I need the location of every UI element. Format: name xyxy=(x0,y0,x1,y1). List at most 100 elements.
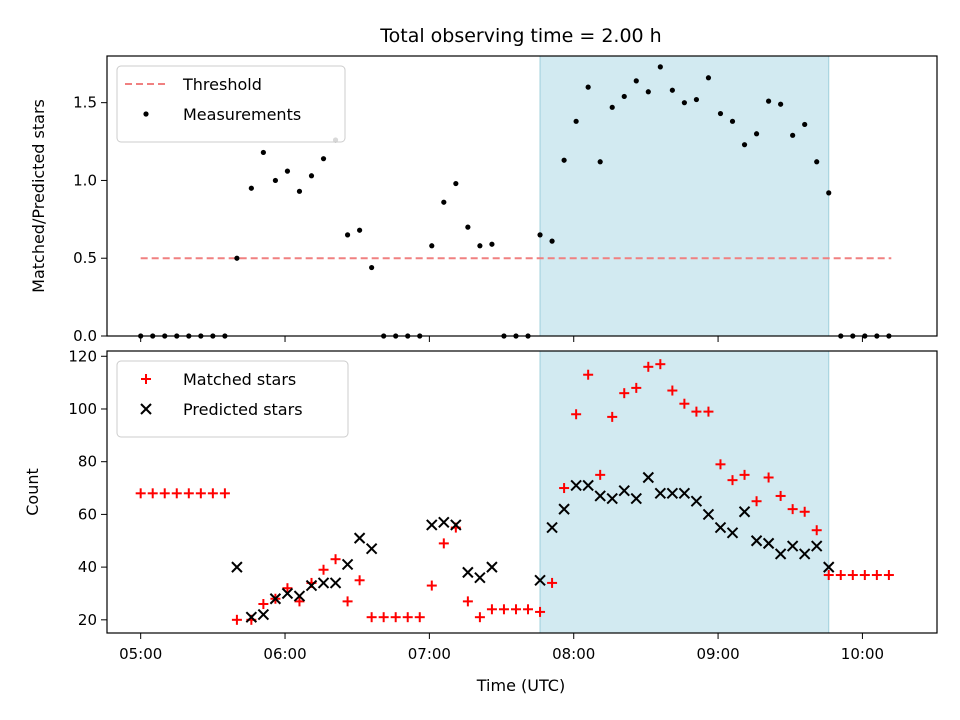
data-point xyxy=(281,587,294,600)
x-stroke xyxy=(462,566,474,579)
y-tick-label: 1.0 xyxy=(73,171,97,189)
data-point xyxy=(607,411,618,422)
data-point xyxy=(294,596,305,607)
y-tick-label: 60 xyxy=(78,505,97,523)
data-point xyxy=(159,488,170,499)
data-point xyxy=(798,548,811,560)
x-stroke xyxy=(570,479,582,492)
data-point xyxy=(655,359,666,370)
x-stroke xyxy=(823,561,835,573)
y-axis-title: Matched/Predicted stars xyxy=(29,99,48,293)
data-point xyxy=(847,570,858,581)
data-point xyxy=(787,504,798,515)
y-tick-label: 120 xyxy=(68,347,97,365)
x-stroke xyxy=(714,521,727,534)
x-stroke xyxy=(305,579,318,592)
x-stroke xyxy=(140,403,152,415)
data-point xyxy=(546,521,558,534)
legend-marker-swatch xyxy=(143,111,149,117)
data-point xyxy=(618,484,630,497)
observing-window-shade xyxy=(539,55,830,337)
data-point xyxy=(329,577,342,589)
x-stroke xyxy=(654,487,667,500)
x-stroke xyxy=(702,508,715,521)
x-stroke xyxy=(666,487,679,500)
data-point xyxy=(272,177,279,184)
x-stroke xyxy=(786,540,799,552)
data-point xyxy=(631,382,642,393)
x-stroke xyxy=(558,503,570,515)
data-point xyxy=(774,548,787,560)
x-axis-title: Time (UTC) xyxy=(476,676,565,695)
data-point xyxy=(365,542,378,555)
data-point xyxy=(741,142,748,148)
x-stroke xyxy=(438,516,450,529)
data-point xyxy=(717,110,724,117)
data-point xyxy=(739,469,750,480)
legend-box xyxy=(116,65,346,143)
data-point xyxy=(786,540,799,552)
data-point xyxy=(135,488,146,499)
x-stroke xyxy=(231,561,243,573)
data-point xyxy=(585,84,591,90)
data-point xyxy=(693,96,700,103)
x-stroke xyxy=(726,527,739,539)
data-point xyxy=(260,149,266,156)
x-stroke xyxy=(546,521,558,534)
x-stroke xyxy=(281,587,294,600)
data-point xyxy=(705,75,712,81)
data-point xyxy=(257,608,270,621)
data-point xyxy=(231,561,243,573)
x-stroke xyxy=(750,535,763,547)
data-point xyxy=(573,118,579,124)
data-point xyxy=(183,488,194,499)
data-point xyxy=(426,519,438,531)
x-stroke xyxy=(450,519,462,531)
x-stroke xyxy=(618,484,630,497)
data-point xyxy=(778,101,784,107)
data-point xyxy=(726,527,739,539)
x-stroke xyxy=(426,519,438,531)
data-point xyxy=(645,89,651,95)
data-point xyxy=(293,590,306,602)
data-point xyxy=(558,503,570,515)
data-point xyxy=(583,369,594,380)
data-point xyxy=(426,580,437,591)
data-point xyxy=(633,78,639,84)
data-point xyxy=(284,168,291,174)
data-point xyxy=(231,614,242,625)
data-point xyxy=(654,487,667,500)
data-point xyxy=(534,574,546,586)
data-point xyxy=(823,570,834,581)
data-point xyxy=(341,558,354,571)
data-point xyxy=(477,243,483,249)
x-stroke xyxy=(811,540,823,552)
axes-frame xyxy=(106,350,938,634)
data-point xyxy=(258,599,269,610)
x-stroke xyxy=(353,532,366,544)
legend: Matched stars Predicted stars xyxy=(116,360,349,438)
data-point xyxy=(474,612,485,623)
data-point xyxy=(679,398,690,409)
x-stroke xyxy=(594,490,606,502)
data-point xyxy=(669,87,675,93)
y-tick-label: 0.0 xyxy=(73,327,97,345)
data-point xyxy=(438,516,450,529)
data-point xyxy=(642,471,655,484)
data-point xyxy=(523,604,534,615)
data-point xyxy=(366,612,377,623)
data-point xyxy=(765,98,772,104)
data-point xyxy=(643,361,654,372)
x-tick-label: 10:00 xyxy=(841,645,884,663)
x-stroke xyxy=(269,593,282,605)
data-point xyxy=(438,538,449,549)
data-point xyxy=(308,173,315,179)
data-point xyxy=(763,472,774,483)
data-point xyxy=(357,227,363,233)
x-stroke xyxy=(678,487,691,500)
data-point xyxy=(462,566,474,579)
legend-marker-swatch xyxy=(140,403,152,415)
x-stroke xyxy=(738,506,751,518)
data-point xyxy=(666,487,679,500)
